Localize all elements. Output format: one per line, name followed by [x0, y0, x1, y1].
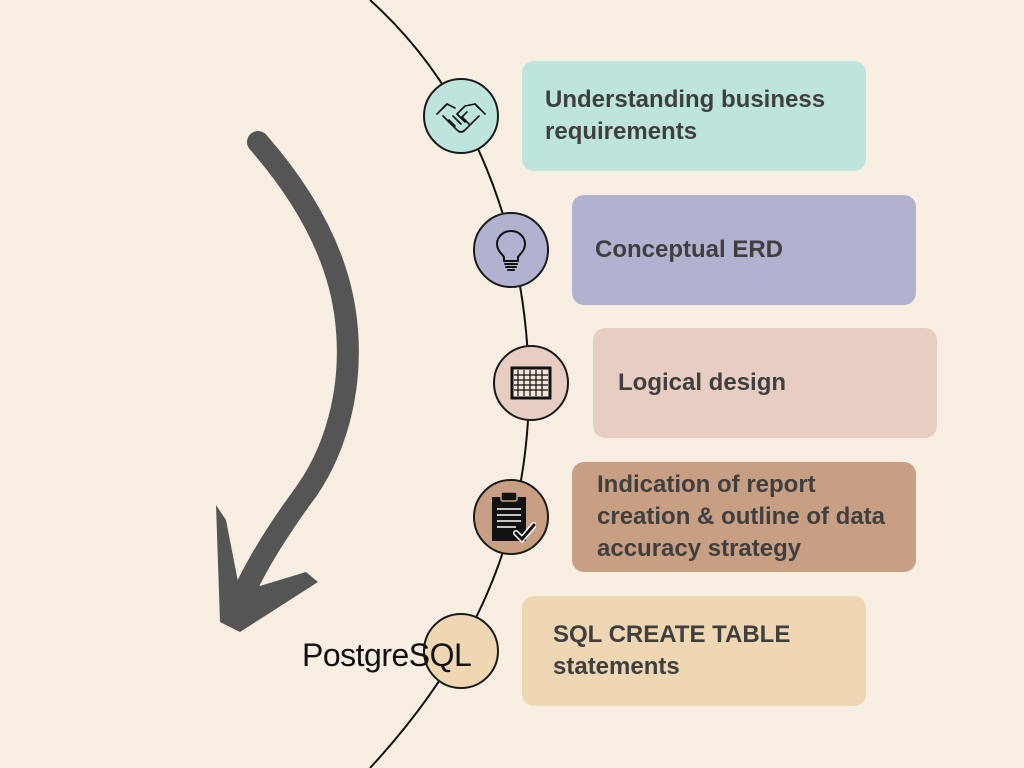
step-1-label: Understanding business requirements [545, 86, 826, 145]
node-clipboard [473, 479, 549, 555]
node-postgresql [423, 613, 499, 689]
step-box-1: Understanding business requirements [522, 61, 866, 171]
clipboard-check-icon [492, 491, 536, 544]
step-box-3: Logical design [593, 328, 937, 438]
node-lightbulb [473, 212, 549, 288]
node-grid [493, 345, 569, 421]
step-box-5: SQL CREATE TABLE statements [522, 596, 866, 706]
step-box-2: Conceptual ERD [572, 195, 916, 305]
step-5-label: SQL CREATE TABLE statements [553, 621, 791, 680]
lightbulb-icon [496, 230, 526, 271]
curved-down-arrow [235, 131, 359, 599]
step-box-4: Indication of report creation & outline … [572, 462, 916, 572]
step-4-label: Indication of report creation & outline … [597, 471, 886, 562]
node-handshake [423, 78, 499, 154]
arrow-head [216, 505, 318, 632]
handshake-icon [436, 103, 486, 133]
postgresql-logo: PostgreSQL [302, 637, 472, 673]
step-2-label: Conceptual ERD [595, 236, 784, 263]
grid-table-icon [510, 366, 552, 400]
step-3-label: Logical design [618, 369, 787, 396]
